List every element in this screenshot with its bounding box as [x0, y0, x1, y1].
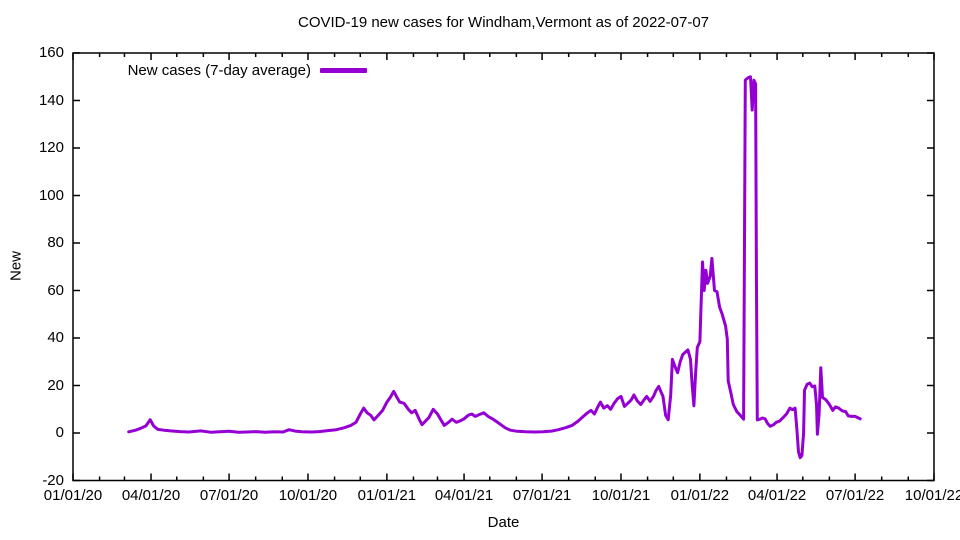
x-tick-label: 01/01/20 — [43, 487, 103, 504]
plot-border — [72, 52, 935, 482]
legend: New cases (7-day average) — [73, 62, 367, 79]
x-tick-label: 07/01/22 — [825, 487, 885, 504]
x-tick-label: 10/01/22 — [904, 487, 960, 504]
legend-line-sample — [320, 68, 367, 73]
y-tick-label: 80 — [47, 234, 64, 251]
x-tick-label: 01/01/21 — [357, 487, 417, 504]
x-tick-label: 10/01/21 — [591, 487, 651, 504]
x-tick-label: 04/01/21 — [434, 487, 494, 504]
legend-label: New cases (7-day average) — [127, 62, 311, 79]
y-tick-label: 20 — [47, 376, 64, 394]
y-tick-label: 0 — [55, 424, 64, 441]
x-tick-label: 07/01/20 — [199, 487, 259, 504]
y-tick-label: 60 — [47, 281, 64, 299]
y-tick-label: 40 — [47, 329, 64, 346]
y-tick-label: -20 — [42, 471, 64, 489]
x-tick-label: 01/01/22 — [670, 487, 730, 504]
y-tick-label: 160 — [38, 44, 64, 61]
data-line — [127, 75, 862, 460]
y-tick-label: 140 — [38, 91, 64, 109]
x-tick-label: 07/01/21 — [512, 487, 572, 504]
x-tick-label: 04/01/20 — [121, 487, 181, 504]
x-tick-label: 04/01/22 — [747, 487, 807, 504]
x-axis-title: Date — [487, 514, 520, 531]
y-tick-label: 100 — [38, 186, 64, 204]
y-tick-label: 120 — [38, 139, 64, 156]
x-tick-label: 10/01/20 — [278, 487, 338, 504]
chart-title: COVID-19 new cases for Windham,Vermont a… — [297, 14, 710, 31]
